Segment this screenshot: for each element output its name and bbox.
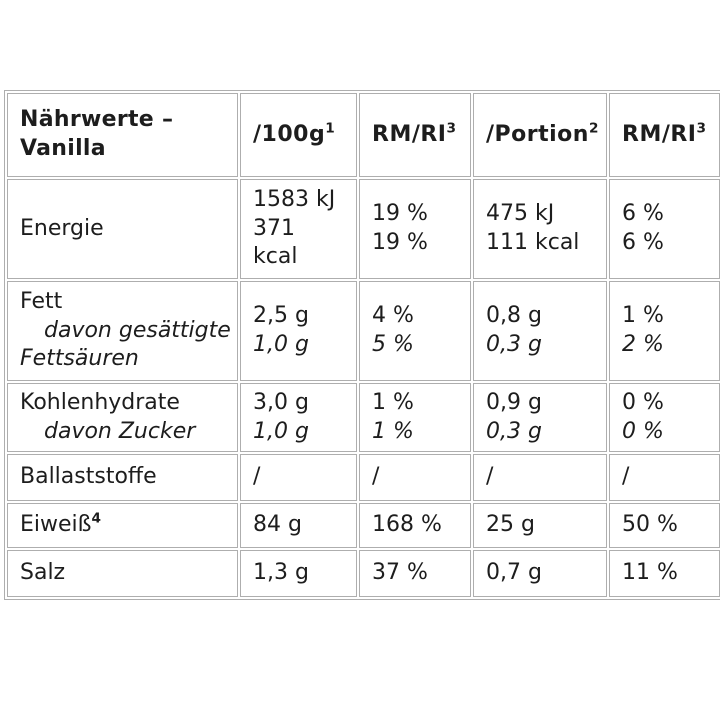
row-label: Eiweiß xyxy=(20,512,92,538)
cell-value: / xyxy=(372,464,380,490)
cell-ballaststoffe-rm-ri-portion: / xyxy=(609,454,720,502)
cell-value: 19 % xyxy=(372,230,428,255)
cell-value: 111 kcal xyxy=(486,230,580,255)
cell-kohlenhydrate-per-100g: 3,0 g 1,0 g xyxy=(240,383,357,453)
cell-value: 4 % xyxy=(372,303,414,329)
table-row-energie: Energie 1583 kJ 371 kcal 19 % 19 % 475 k… xyxy=(7,179,720,279)
cell-salz-per-portion: 0,7 g xyxy=(473,550,607,598)
cell-fett-rm-ri-portion: 1 % 2 % xyxy=(609,281,720,381)
column-header-per-portion: /Portion2 xyxy=(473,93,607,177)
cell-kohlenhydrate-rm-ri-portion: 0 % 0 % xyxy=(609,383,720,453)
cell-value: 1,0 g xyxy=(253,418,309,444)
column-header-text: /Portion xyxy=(486,121,589,147)
cell-salz-rm-ri-portion: 11 % xyxy=(609,550,720,598)
header-row: Nährwerte – Vanilla /100g1 RM/RI3 /Porti… xyxy=(7,93,720,177)
cell-value: 19 % xyxy=(372,201,428,227)
column-header-text: RM/RI xyxy=(622,121,697,147)
cell-kohlenhydrate-per-portion: 0,9 g 0,3 g xyxy=(473,383,607,453)
table-row-fett: Fett davon gesättigte Fettsäuren 2,5 g 1… xyxy=(7,281,720,381)
table-row-salz: Salz 1,3 g 37 % 0,7 g 11 % xyxy=(7,550,720,598)
row-label-cell: Eiweiß4 xyxy=(7,503,238,549)
cell-value: 25 g xyxy=(486,512,535,538)
cell-energie-per-100g: 1583 kJ 371 kcal xyxy=(240,179,357,279)
cell-value: / xyxy=(253,464,261,490)
cell-value: kcal xyxy=(253,244,298,270)
cell-value: 84 g xyxy=(253,512,302,538)
cell-value: 37 % xyxy=(372,560,428,586)
row-label-cell: Salz xyxy=(7,550,238,598)
cell-value: 2,5 g xyxy=(253,303,309,329)
cell-value: 371 xyxy=(253,215,295,241)
column-header-rm-ri-100g: RM/RI3 xyxy=(359,93,471,177)
column-header-rm-ri-portion: RM/RI3 xyxy=(609,93,720,177)
cell-value: / xyxy=(486,464,494,490)
cell-value: 0,7 g xyxy=(486,560,542,586)
footnote-marker: 4 xyxy=(91,511,101,528)
row-label-cell: Ballaststoffe xyxy=(7,454,238,502)
row-label: Ballaststoffe xyxy=(20,464,157,490)
table-row-kohlenhydrate: Kohlenhydrate davon Zucker 3,0 g 1,0 g 1… xyxy=(7,383,720,453)
cell-value: 1,3 g xyxy=(253,560,309,586)
footnote-marker: 2 xyxy=(588,120,599,137)
cell-fett-per-portion: 0,8 g 0,3 g xyxy=(473,281,607,381)
cell-value: 168 % xyxy=(372,512,442,538)
row-label: Salz xyxy=(20,560,66,586)
cell-eiweiss-rm-ri-portion: 50 % xyxy=(609,503,720,549)
cell-value: 1,0 g xyxy=(253,332,309,357)
column-header-text: /100g xyxy=(253,121,326,147)
cell-value: 6 % xyxy=(622,201,664,227)
cell-value: 3,0 g xyxy=(253,390,309,415)
cell-value: 0,9 g xyxy=(486,390,542,415)
table-row-ballaststoffe: Ballaststoffe / / / / xyxy=(7,454,720,502)
cell-kohlenhydrate-rm-ri-100g: 1 % 1 % xyxy=(359,383,471,453)
cell-eiweiss-per-100g: 84 g xyxy=(240,503,357,549)
footnote-marker: 3 xyxy=(446,120,457,137)
column-header-per-100g: /100g1 xyxy=(240,93,357,177)
cell-value: 6 % xyxy=(622,230,664,255)
cell-value: 2 % xyxy=(622,332,664,357)
row-label-cell: Energie xyxy=(7,179,238,279)
cell-fett-rm-ri-100g: 4 % 5 % xyxy=(359,281,471,381)
column-header-text: RM/RI xyxy=(372,121,447,147)
table-row-eiweiss: Eiweiß4 84 g 168 % 25 g 50 % xyxy=(7,503,720,549)
row-label: Kohlenhydrate xyxy=(20,390,180,415)
cell-energie-per-portion: 475 kJ 111 kcal xyxy=(473,179,607,279)
cell-salz-rm-ri-100g: 37 % xyxy=(359,550,471,598)
cell-value: 11 % xyxy=(622,560,678,586)
cell-value: 1 % xyxy=(372,390,414,415)
cell-ballaststoffe-per-100g: / xyxy=(240,454,357,502)
footnote-marker: 1 xyxy=(325,120,336,137)
cell-ballaststoffe-per-portion: / xyxy=(473,454,607,502)
nutrition-table: Nährwerte – Vanilla /100g1 RM/RI3 /Porti… xyxy=(4,90,720,601)
cell-eiweiss-per-portion: 25 g xyxy=(473,503,607,549)
cell-value: 475 kJ xyxy=(486,201,555,227)
footnote-marker: 3 xyxy=(696,120,707,137)
cell-energie-rm-ri-100g: 19 % 19 % xyxy=(359,179,471,279)
table-title-cell: Nährwerte – Vanilla xyxy=(7,93,238,177)
table-title: Nährwerte – Vanilla xyxy=(20,107,174,161)
cell-value: 0,8 g xyxy=(486,303,542,329)
cell-value: 50 % xyxy=(622,512,678,538)
row-sublabel: davon Zucker xyxy=(44,418,196,444)
cell-fett-per-100g: 2,5 g 1,0 g xyxy=(240,281,357,381)
cell-value: 0 % xyxy=(622,390,664,415)
cell-value: 5 % xyxy=(372,332,414,357)
cell-value: / xyxy=(622,464,630,490)
cell-energie-rm-ri-portion: 6 % 6 % xyxy=(609,179,720,279)
cell-value: 0,3 g xyxy=(486,418,542,444)
cell-value: 1 % xyxy=(372,418,414,444)
row-sublabel: davon gesättigte Fettsäuren xyxy=(20,317,231,372)
cell-value: 0,3 g xyxy=(486,332,542,357)
cell-value: 0 % xyxy=(622,418,664,444)
cell-value: 1 % xyxy=(622,303,664,329)
cell-salz-per-100g: 1,3 g xyxy=(240,550,357,598)
row-label: Fett xyxy=(20,289,63,315)
cell-value: 1583 kJ xyxy=(253,187,336,213)
row-label: Energie xyxy=(20,215,104,241)
cell-eiweiss-rm-ri-100g: 168 % xyxy=(359,503,471,549)
row-label-cell: Fett davon gesättigte Fettsäuren xyxy=(7,281,238,381)
cell-ballaststoffe-rm-ri-100g: / xyxy=(359,454,471,502)
row-label-cell: Kohlenhydrate davon Zucker xyxy=(7,383,238,453)
